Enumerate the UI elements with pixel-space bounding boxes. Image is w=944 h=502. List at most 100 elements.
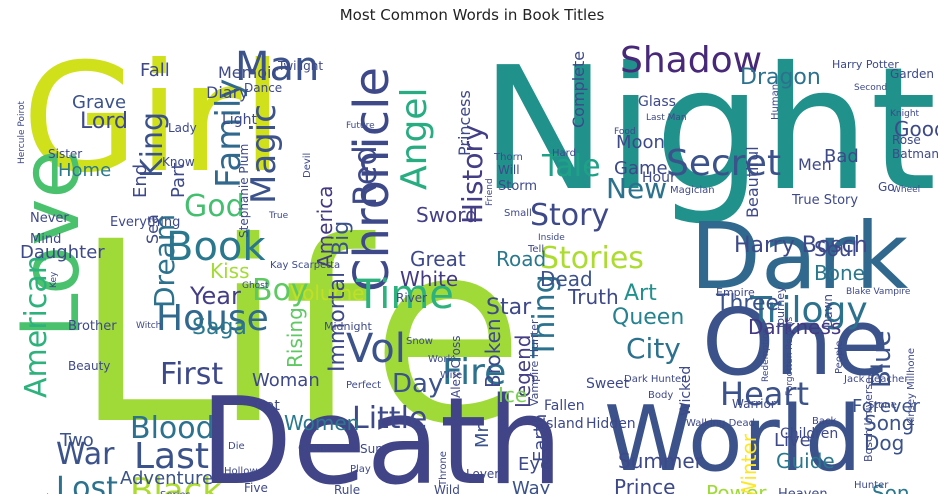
word-harry-bosch: Harry Bosch xyxy=(734,233,868,258)
word-future: Future xyxy=(346,121,375,131)
word-forgotten-realms: Forgotten Realms xyxy=(785,317,795,396)
word-dance: Dance xyxy=(244,81,282,95)
word-true: True xyxy=(268,211,289,221)
word-story: Story xyxy=(530,198,609,233)
word-saga: Saga xyxy=(192,315,247,340)
word-complete: Complete xyxy=(569,51,588,128)
word-hour: Hour xyxy=(642,170,676,186)
word-white: White xyxy=(400,267,458,291)
chart-title: Most Common Words in Book Titles xyxy=(339,6,605,24)
word-dawn: Dawn xyxy=(821,294,835,328)
word-rule: Rule xyxy=(334,483,360,494)
word-art: Art xyxy=(624,281,657,306)
word-dark-hunter: Dark Hunter xyxy=(624,374,686,385)
word-garden: Garden xyxy=(890,67,934,81)
word-sword: Sword xyxy=(416,203,478,227)
word-immortal: Immortal xyxy=(325,272,350,372)
word-truth: Truth xyxy=(567,285,619,309)
word-blake-vampire: Blake Vampire xyxy=(846,287,911,297)
word-last-man: Last Man xyxy=(646,113,687,123)
word-food: Food xyxy=(614,127,636,137)
word-glass: Glass xyxy=(638,94,676,110)
word-stephanie-plum: Stephanie Plum xyxy=(237,144,251,238)
word-empire: Empire xyxy=(716,286,755,299)
word-adventure: Adventure xyxy=(120,468,213,489)
word-memoir: Memoir xyxy=(218,63,278,82)
word-lost: Lost xyxy=(56,471,118,494)
word-angel: Angel xyxy=(394,88,435,190)
word-darkness: Darkness xyxy=(748,315,841,339)
word-anita-blake: Anita Blake xyxy=(30,492,98,494)
word-home: Home xyxy=(58,160,111,181)
word-trilogy: Trilogy xyxy=(749,290,868,331)
word-winter: Winter xyxy=(737,433,761,494)
word-hunter: Hunter xyxy=(854,480,889,491)
word-last: Last xyxy=(134,436,209,477)
word-throne: Throne xyxy=(438,451,449,487)
word-dog: Dog xyxy=(864,431,904,455)
word-rose: Rose xyxy=(892,133,921,147)
word-song: Song xyxy=(864,411,914,435)
word-dead: Dead xyxy=(540,267,593,291)
word-magician: Magician xyxy=(670,185,715,196)
word-first: First xyxy=(160,357,223,392)
word-friend: Friend xyxy=(485,178,495,206)
word-ghost: Ghost xyxy=(242,281,269,291)
word-go: Go xyxy=(878,180,895,194)
word-never: Never xyxy=(30,211,69,226)
word-stories: Stories xyxy=(540,241,644,276)
word-war: War xyxy=(56,437,115,472)
word-time: Time xyxy=(355,272,454,318)
word-american: American xyxy=(19,255,54,398)
word-day: Day xyxy=(392,369,443,399)
word-twilight: Twilight xyxy=(277,59,323,73)
word-sea: Sea xyxy=(143,214,162,244)
word-little: Little xyxy=(352,401,427,436)
word-power: Power xyxy=(706,481,767,494)
word-three: Three xyxy=(715,291,779,316)
word-earth: Earth xyxy=(530,414,551,462)
word-death: Death xyxy=(200,373,563,494)
word-year: Year xyxy=(189,282,241,310)
word-thing: Thing xyxy=(527,274,562,359)
word-queen: Queen xyxy=(612,305,684,330)
word-work: Work xyxy=(428,354,454,365)
word-game: Game xyxy=(614,158,668,179)
word-storm: Storm xyxy=(498,179,537,194)
word-night: Night xyxy=(480,31,937,229)
word-road: Road xyxy=(496,247,546,271)
word-will: Will xyxy=(498,163,520,177)
word-girl: Girl xyxy=(22,32,283,206)
word-family: Family xyxy=(209,79,249,188)
word-part: Part xyxy=(168,162,189,198)
word-hollow: Hollow xyxy=(224,466,258,477)
word-wife: Wife xyxy=(440,370,462,381)
word-key: Key xyxy=(49,271,59,288)
word-secret: Secret xyxy=(666,143,781,184)
word-dragon: Dragon xyxy=(740,65,821,90)
word-island: Island xyxy=(542,416,584,432)
word-new: New xyxy=(606,172,667,205)
word-soul: Soul xyxy=(814,237,857,261)
word-knight: Knight xyxy=(890,109,920,119)
word-kinsey-millhone: Kinsey Millhone xyxy=(906,348,917,426)
word-men: Men xyxy=(798,155,832,174)
word-woman: Woman xyxy=(252,370,320,391)
word-children: Children xyxy=(780,426,838,442)
word-journey: Journey xyxy=(774,286,787,329)
word-human: Human xyxy=(770,84,781,120)
word-warrior: Warrior xyxy=(732,397,776,411)
word-hercule-poirot: Hercule Poirot xyxy=(17,101,27,164)
word-king: King xyxy=(135,112,170,178)
word-vol: Vol xyxy=(346,326,406,372)
word-love: Love xyxy=(12,149,97,338)
word-god: God xyxy=(184,189,245,224)
word-tell: Tell xyxy=(527,244,544,255)
word-sun: Sun xyxy=(360,442,383,456)
word-heaven: Heaven xyxy=(778,487,828,494)
word-blood: Blood xyxy=(130,411,215,446)
word-kay-scarpetta: Kay Scarpetta xyxy=(270,260,340,271)
word-book: Book xyxy=(166,224,266,270)
word-cat: Cat xyxy=(256,398,280,414)
